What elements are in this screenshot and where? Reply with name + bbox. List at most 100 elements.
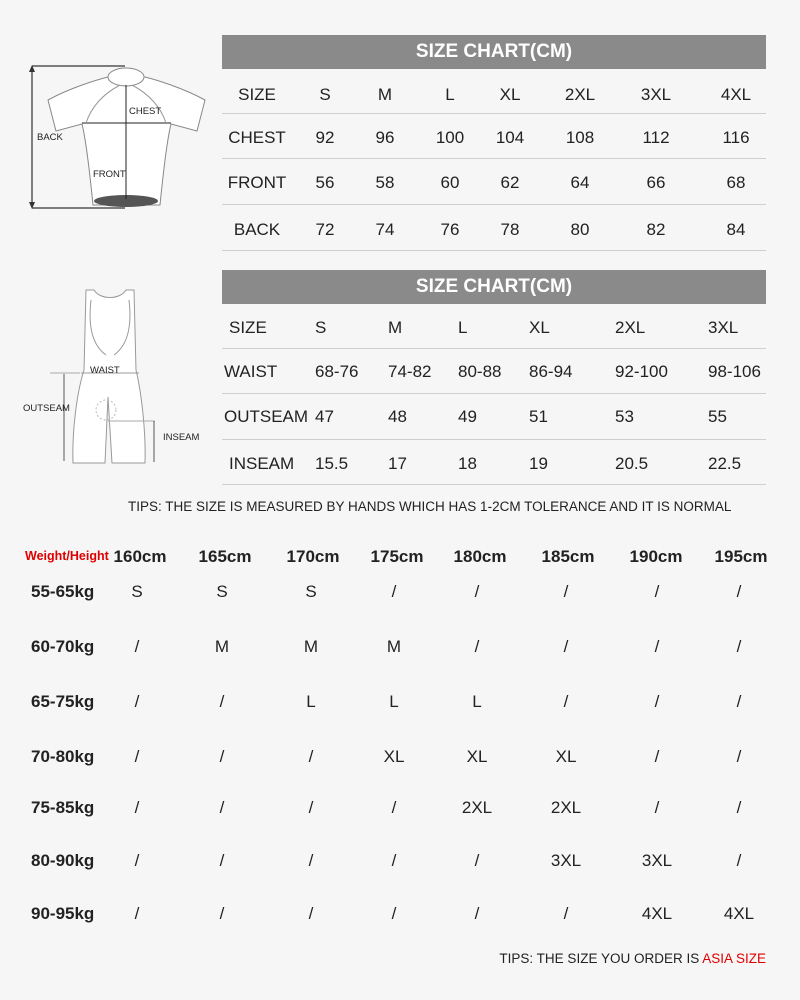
size-cell: XL [555, 747, 577, 766]
row-divider [222, 484, 766, 485]
outseam-label: OUTSEAM [23, 403, 70, 414]
size-cell: / [654, 747, 660, 766]
row-divider [222, 393, 766, 394]
row-divider [222, 348, 766, 349]
row-label: INSEAM [229, 454, 295, 473]
row-label: OUTSEAM [224, 407, 309, 426]
height-column-header: 160cm [113, 547, 167, 566]
table-cell: 20.5 [615, 454, 649, 473]
front-label: FRONT [93, 169, 126, 180]
table-cell: 56 [315, 173, 335, 192]
size-cell: / [134, 904, 140, 923]
size-cell: / [474, 904, 480, 923]
row-label: FRONT [227, 173, 287, 192]
jersey-illustration [29, 65, 206, 209]
asia-size-highlight: ASIA SIZE [702, 951, 766, 966]
row-divider [222, 439, 766, 440]
table-cell: 98-106 [708, 362, 761, 381]
table-cell: 22.5 [708, 454, 742, 473]
size-cell: 4XL [723, 904, 755, 923]
table-cell: M [388, 318, 403, 337]
size-cell: / [563, 582, 569, 601]
size-cell: L [389, 692, 399, 711]
table-cell: 100 [435, 128, 465, 147]
table-cell: S [319, 85, 331, 104]
height-column-header: 175cm [370, 547, 424, 566]
inseam-label: INSEAM [163, 432, 200, 443]
table-cell: 92 [315, 128, 335, 147]
size-cell: / [134, 798, 140, 817]
size-cell: / [736, 851, 742, 870]
size-cell: L [306, 692, 316, 711]
size-cell: / [391, 798, 397, 817]
size-cell: S [305, 582, 317, 601]
size-cell: / [219, 851, 225, 870]
weight-row-label: 75-85kg [31, 798, 95, 817]
height-column-header: 165cm [198, 547, 252, 566]
size-cell: / [563, 692, 569, 711]
height-column-header: 195cm [714, 547, 768, 566]
weight-row-label: 70-80kg [31, 747, 95, 766]
table-cell: 92-100 [615, 362, 668, 381]
table-cell: 2XL [615, 318, 646, 337]
size-cell: M [303, 637, 319, 656]
table-cell: XL [529, 318, 550, 337]
table-cell: L [445, 85, 455, 104]
size-cell: XL [466, 747, 488, 766]
row-label: BACK [233, 220, 281, 239]
size-cell: / [474, 851, 480, 870]
height-column-header: 190cm [629, 547, 683, 566]
table-cell: 60 [440, 173, 460, 192]
size-cell: / [474, 582, 480, 601]
table-cell: 68 [726, 173, 746, 192]
table-cell: 68-76 [315, 362, 359, 381]
size-cell: / [736, 582, 742, 601]
row-divider [222, 204, 766, 205]
size-cell: XL [383, 747, 405, 766]
jersey-size-chart-title: SIZE CHART(CM) [222, 35, 766, 69]
table-cell: 74 [375, 220, 395, 239]
size-cell: 2XL [461, 798, 493, 817]
table-cell: 96 [375, 128, 395, 147]
bib-diagram: WAIST OUTSEAM INSEAM [0, 285, 220, 470]
table-cell: 51 [529, 407, 548, 426]
weight-row-label: 65-75kg [31, 692, 95, 711]
table-cell: 47 [315, 407, 334, 426]
size-cell: / [219, 798, 225, 817]
size-cell: / [391, 851, 397, 870]
row-label: SIZE [238, 85, 276, 104]
table-cell: M [377, 85, 393, 104]
size-cell: 2XL [550, 798, 582, 817]
size-cell: / [654, 637, 660, 656]
weight-height-label: Weight/Height [25, 549, 109, 563]
table-cell: XL [499, 85, 521, 104]
row-divider [222, 158, 766, 159]
size-cell: S [216, 582, 228, 601]
size-cell: M [214, 637, 230, 656]
size-cell: / [308, 798, 314, 817]
tolerance-tip: TIPS: THE SIZE IS MEASURED BY HANDS WHIC… [128, 499, 732, 514]
weight-row-label: 60-70kg [31, 637, 95, 656]
table-cell: S [315, 318, 327, 337]
size-cell: / [736, 692, 742, 711]
size-cell: / [134, 637, 140, 656]
weight-row-label: 90-95kg [31, 904, 95, 923]
size-cell: / [308, 851, 314, 870]
table-cell: 19 [529, 454, 548, 473]
size-cell: / [474, 637, 480, 656]
size-cell: / [308, 747, 314, 766]
asia-size-tip: TIPS: THE SIZE YOU ORDER IS ASIA SIZE [499, 951, 766, 966]
size-cell: / [654, 582, 660, 601]
table-cell: 78 [500, 220, 520, 239]
size-cell: / [134, 747, 140, 766]
size-cell: 4XL [641, 904, 673, 923]
size-cell: / [654, 692, 660, 711]
table-cell: 62 [500, 173, 520, 192]
table-cell: 15.5 [315, 454, 349, 473]
row-label: WAIST [224, 362, 278, 381]
table-cell: 58 [375, 173, 395, 192]
size-cell: / [219, 747, 225, 766]
weight-row-label: 80-90kg [31, 851, 95, 870]
table-cell: 108 [565, 128, 595, 147]
size-cell: / [134, 851, 140, 870]
